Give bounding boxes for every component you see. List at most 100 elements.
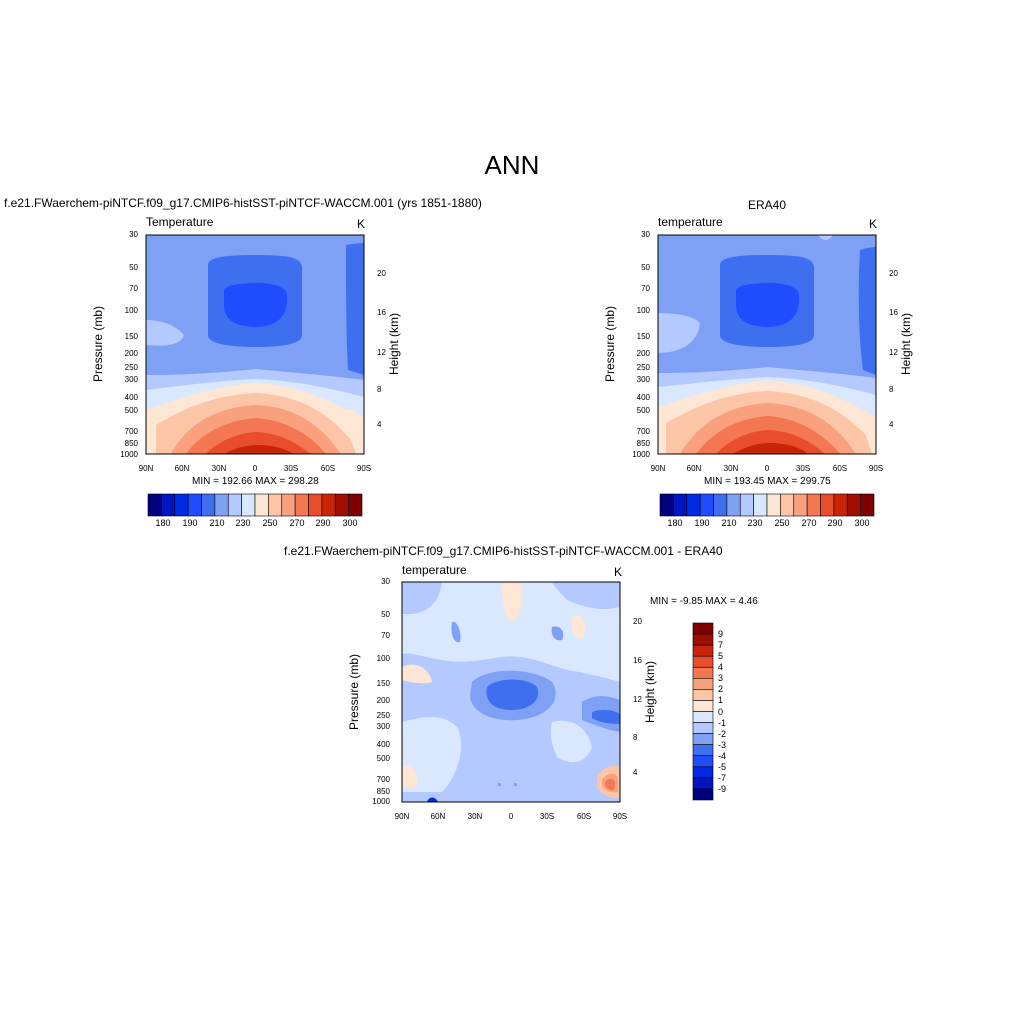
colorbar-swatch	[713, 493, 728, 517]
colorbar-swatch	[766, 493, 781, 517]
colorbar-swatch	[846, 493, 861, 517]
diff-ytick: 150	[376, 679, 390, 688]
model-ytick: 300	[124, 375, 138, 384]
obs-ytick: 150	[636, 332, 650, 341]
obs-xtick: 30S	[795, 464, 811, 473]
obs-ytick: 100	[636, 306, 650, 315]
colorbar-swatch	[739, 493, 754, 517]
obs-ytick: 70	[641, 284, 650, 293]
colorbar-swatch	[692, 689, 714, 701]
colorbar-swatch	[214, 493, 229, 517]
colorbar-swatch	[833, 493, 848, 517]
colorbar-swatch	[692, 678, 714, 690]
obs-cbar-tick: 230	[747, 518, 763, 528]
diff-ytick: 30	[381, 577, 390, 586]
obs-ytick: 50	[641, 263, 650, 272]
colorbar-swatch	[308, 493, 323, 517]
diff-ytick: 100	[376, 654, 390, 663]
model-xtick: 90N	[138, 464, 154, 473]
obs-cbar-tick: 180	[667, 518, 683, 528]
colorbar-swatch	[692, 622, 714, 635]
colorbar-swatch	[673, 493, 688, 517]
diff-cbar-tick: 9	[718, 629, 724, 640]
obs-cbar-tick: 190	[694, 518, 710, 528]
model-ytick: 70	[129, 284, 138, 293]
colorbar-swatch	[699, 493, 714, 517]
diff-stats: MIN = -9.85 MAX = 4.46	[650, 596, 758, 607]
diff-plot	[401, 581, 621, 803]
colorbar-swatch	[692, 777, 714, 790]
model-xtick: 0	[252, 464, 258, 473]
diff-y2label: Height (km)	[643, 660, 658, 724]
diff-unit-label: K	[614, 565, 623, 579]
diff-cbar-tick: 4	[718, 662, 724, 673]
obs-ytick: 1000	[632, 450, 650, 459]
model-ytick: 250	[124, 363, 138, 372]
model-ytick: 700	[124, 427, 138, 436]
diff-ytick: 70	[381, 631, 390, 640]
obs-field-label: temperature	[658, 215, 723, 229]
diff-cbar-tick: -9	[718, 783, 727, 794]
obs-stats: MIN = 193.45 MAX = 299.75	[704, 476, 831, 487]
model-ytick: 100	[124, 306, 138, 315]
obs-height-tick: 8	[889, 385, 894, 394]
colorbar-swatch	[860, 493, 875, 517]
model-cbar-tick: 210	[209, 518, 225, 528]
obs-cbar-tick: 210	[721, 518, 737, 528]
colorbar-swatch	[692, 711, 714, 723]
model-xtick: 30S	[283, 464, 299, 473]
obs-xtick: 60N	[686, 464, 702, 473]
model-panel-title: f.e21.FWaerchem-piNTCF.f09_g17.CMIP6-his…	[4, 196, 482, 210]
obs-panel-title: ERA40	[748, 198, 787, 212]
diff-cbar-tick: -5	[718, 761, 727, 772]
diff-height-tick: 8	[633, 733, 638, 742]
diff-cbar-tick: -2	[718, 728, 727, 739]
model-cbar-tick: 230	[235, 518, 251, 528]
obs-cbar-tick: 290	[827, 518, 843, 528]
colorbar-swatch	[254, 493, 269, 517]
colorbar-swatch	[227, 493, 242, 517]
diff-xtick: 90N	[394, 812, 410, 821]
colorbar-swatch	[187, 493, 202, 517]
obs-ytick: 200	[636, 349, 650, 358]
colorbar-swatch	[692, 766, 714, 779]
model-field-label: Temperature	[146, 215, 214, 229]
diff-ytick: 300	[376, 722, 390, 731]
model-xtick: 30N	[211, 464, 227, 473]
model-unit-label: K	[357, 217, 366, 231]
diff-ytick: 200	[376, 696, 390, 705]
diff-cbar-tick: 7	[718, 640, 724, 651]
model-cbar-tick: 300	[342, 518, 358, 528]
diff-field-label: temperature	[402, 563, 467, 577]
diff-cbar-tick: 0	[718, 706, 724, 717]
diff-height-tick: 16	[633, 656, 642, 665]
model-cbar-tick: 290	[315, 518, 331, 528]
diff-ytick: 850	[376, 787, 390, 796]
colorbar-swatch	[348, 493, 363, 517]
diff-cbar-tick: -1	[718, 717, 727, 728]
colorbar-swatch	[686, 493, 701, 517]
colorbar-swatch	[726, 493, 741, 517]
model-ytick: 150	[124, 332, 138, 341]
obs-xtick: 90S	[868, 464, 884, 473]
obs-unit-label: K	[869, 217, 878, 231]
diff-colorbar	[692, 622, 714, 801]
colorbar-swatch	[174, 493, 189, 517]
model-ylabel: Pressure (mb)	[91, 305, 106, 383]
diff-height-tick: 12	[633, 695, 642, 704]
model-xtick: 90S	[356, 464, 372, 473]
colorbar-swatch	[692, 755, 714, 768]
obs-cbar-tick: 250	[774, 518, 790, 528]
colorbar-swatch	[147, 493, 162, 517]
obs-ytick: 250	[636, 363, 650, 372]
obs-plot	[657, 234, 877, 455]
colorbar-swatch	[820, 493, 835, 517]
colorbar-swatch	[692, 700, 714, 712]
model-height-tick: 4	[377, 420, 382, 429]
obs-ylabel: Pressure (mb)	[603, 305, 618, 383]
diff-xtick: 0	[508, 812, 514, 821]
diff-ytick: 250	[376, 711, 390, 720]
diff-panel-title: f.e21.FWaerchem-piNTCF.f09_g17.CMIP6-his…	[284, 544, 723, 558]
obs-ytick: 850	[636, 439, 650, 448]
obs-height-tick: 20	[889, 269, 898, 278]
